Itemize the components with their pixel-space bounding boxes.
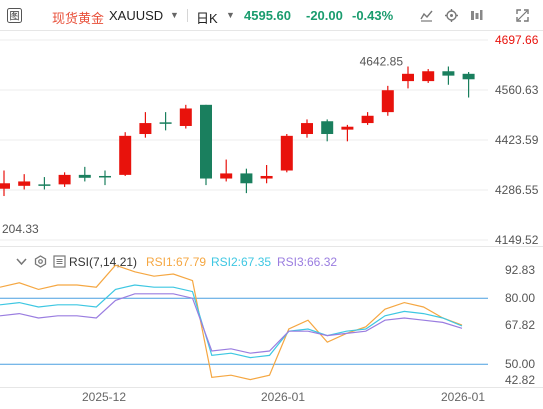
candle-body: [200, 104, 212, 179]
candle-body: [139, 123, 152, 135]
panel-divider: [0, 246, 543, 247]
rsi-series-line: [0, 293, 463, 354]
symbol-name[interactable]: 现货黄金: [52, 11, 105, 26]
price-axis-label: 4286.55: [495, 183, 539, 197]
settings-button[interactable]: [442, 6, 461, 25]
period-selector[interactable]: 日K: [196, 11, 218, 26]
candle-body: [78, 174, 91, 178]
candle-body: [220, 173, 233, 179]
price-axis-label: 4149.52: [495, 233, 539, 247]
rsi-label: RSI(7,14,21): [69, 255, 138, 269]
toolbar: 图 现货黄金 XAUUSD ▼ 日K ▼ 4595.60 -20.00 -0.4…: [0, 0, 543, 30]
date-axis-label: 2026-01: [441, 390, 485, 404]
fullscreen-button[interactable]: [513, 6, 532, 25]
candle-body: [301, 123, 313, 135]
toolbar-divider: [0, 30, 543, 31]
indicator-list-icon[interactable]: [53, 255, 66, 268]
line-chart-button[interactable]: [417, 6, 436, 25]
rsi-axis-label: 42.82: [505, 373, 535, 387]
last-price: 4595.60: [244, 8, 291, 23]
candle-body: [119, 135, 132, 175]
candle-body: [179, 108, 192, 126]
candle-body: [0, 183, 10, 189]
date-axis-label: 2026-01: [261, 390, 305, 404]
symbol-logo-icon: 图: [7, 8, 22, 23]
low-annotation: 204.33: [2, 222, 39, 236]
compare-button[interactable]: [467, 6, 486, 25]
candle-body: [159, 122, 172, 124]
rsi-axis-label: 50.00: [505, 357, 535, 371]
line-chart-icon: [420, 10, 433, 22]
price-axis-label: 4560.63: [495, 83, 539, 97]
rsi-axis-label: 92.83: [505, 263, 535, 277]
price-axis-label: 4697.66: [495, 33, 539, 47]
candle-body: [381, 90, 394, 113]
candle-body: [361, 115, 374, 124]
period-dropdown-icon[interactable]: ▼: [226, 10, 235, 20]
candle-body: [422, 71, 435, 82]
price-change: -20.00: [306, 8, 343, 23]
collapse-icon[interactable]: [15, 255, 28, 268]
candle-body: [260, 175, 273, 179]
candle-body: [280, 135, 293, 171]
indicator-settings-icon[interactable]: [34, 255, 47, 268]
candle-body: [18, 181, 31, 186]
candle-body: [38, 184, 51, 186]
candle-body: [99, 175, 111, 178]
candle-body: [321, 121, 334, 135]
price-change-pct: -0.43%: [352, 8, 394, 23]
high-annotation: 4642.85: [360, 55, 404, 69]
candle-body: [442, 71, 455, 76]
rsi2-value: RSI2:67.35: [211, 255, 272, 269]
candle-body: [462, 73, 475, 80]
divider: [187, 9, 188, 22]
candle-body: [341, 126, 354, 130]
symbol-dropdown-icon[interactable]: ▼: [170, 10, 179, 20]
ticker[interactable]: XAUUSD: [109, 8, 164, 23]
rsi3-value: RSI3:66.32: [277, 255, 338, 269]
candle-body: [402, 73, 414, 82]
settings-icon: [445, 9, 458, 22]
rsi-axis-label: 67.82: [505, 318, 535, 332]
candle-body: [240, 173, 253, 184]
candle-body: [58, 174, 71, 185]
svg-text:图: 图: [10, 11, 20, 23]
price-axis-label: 4423.59: [495, 133, 539, 147]
date-axis-label: 2025-12: [82, 390, 126, 404]
rsi-series-line: [0, 284, 463, 359]
axis-divider: [0, 387, 543, 388]
fullscreen-icon: [516, 9, 529, 22]
compare-icon: [471, 10, 483, 20]
rsi1-value: RSI1:67.79: [146, 255, 207, 269]
rsi-axis-label: 80.00: [505, 291, 535, 305]
rsi-series-line: [0, 264, 463, 381]
